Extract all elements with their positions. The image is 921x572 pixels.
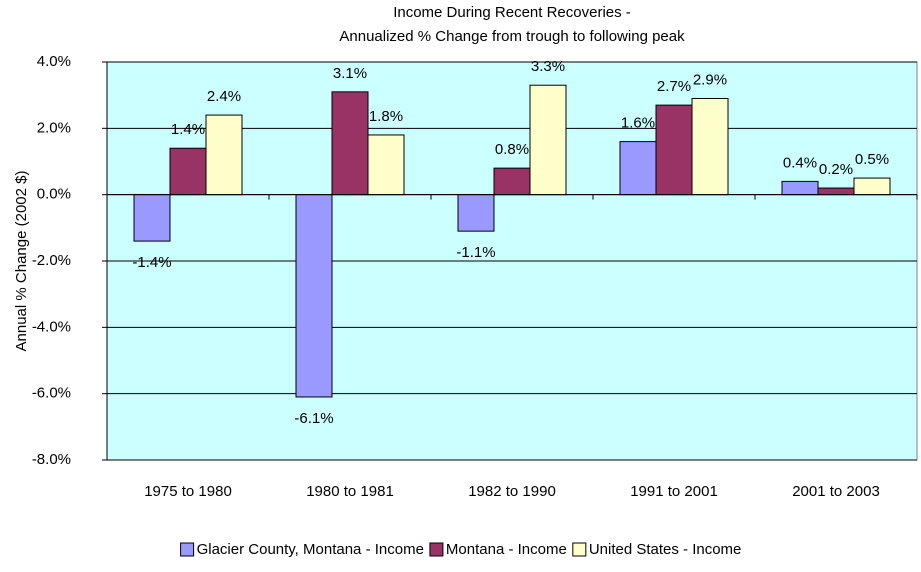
value-label: 1.4% bbox=[171, 121, 205, 138]
x-tick-label: 1991 to 2001 bbox=[630, 483, 718, 500]
value-label: 0.2% bbox=[819, 161, 853, 178]
value-label: 0.5% bbox=[855, 151, 889, 168]
bar bbox=[529, 84, 567, 196]
x-tick-label: 1982 to 1990 bbox=[468, 483, 556, 500]
bar bbox=[331, 91, 369, 196]
bar bbox=[457, 194, 495, 232]
bar bbox=[655, 104, 693, 196]
bar bbox=[295, 194, 333, 398]
value-label: -6.1% bbox=[294, 410, 333, 427]
y-tick-label: 2.0% bbox=[37, 119, 71, 136]
bar bbox=[817, 187, 855, 196]
bar bbox=[781, 180, 819, 196]
legend-label: United States - Income bbox=[589, 541, 742, 558]
legend-swatch bbox=[429, 542, 444, 557]
value-label: 3.1% bbox=[333, 65, 367, 82]
bar bbox=[493, 167, 531, 196]
legend-swatch bbox=[180, 542, 195, 557]
value-label: 2.4% bbox=[207, 88, 241, 105]
y-tick-label: -4.0% bbox=[32, 318, 71, 335]
value-label: -1.4% bbox=[132, 254, 171, 271]
bar bbox=[367, 134, 405, 196]
bar bbox=[691, 97, 729, 196]
legend-swatch bbox=[572, 542, 587, 557]
value-label: -1.1% bbox=[456, 244, 495, 261]
value-label: 1.8% bbox=[369, 108, 403, 125]
chart-title: Income During Recent Recoveries - bbox=[393, 4, 631, 21]
x-tick-label: 1975 to 1980 bbox=[144, 483, 232, 500]
value-label: 2.9% bbox=[693, 71, 727, 88]
legend-label: Glacier County, Montana - Income bbox=[197, 541, 424, 558]
value-label: 1.6% bbox=[621, 115, 655, 132]
chart-title: Annualized % Change from trough to follo… bbox=[339, 28, 685, 45]
value-label: 0.8% bbox=[495, 141, 529, 158]
value-label: 2.7% bbox=[657, 78, 691, 95]
legend-label: Montana - Income bbox=[446, 541, 567, 558]
bar bbox=[853, 177, 891, 196]
y-tick-label: 0.0% bbox=[37, 186, 71, 203]
bar bbox=[169, 147, 207, 196]
value-label: 3.3% bbox=[531, 58, 565, 75]
y-tick-label: -8.0% bbox=[32, 451, 71, 468]
bar bbox=[133, 194, 171, 242]
bar bbox=[619, 141, 657, 196]
x-tick-label: 1980 to 1981 bbox=[306, 483, 394, 500]
value-label: 0.4% bbox=[783, 154, 817, 171]
y-tick-label: -2.0% bbox=[32, 252, 71, 269]
x-tick-label: 2001 to 2003 bbox=[792, 483, 880, 500]
y-tick-label: 4.0% bbox=[37, 53, 71, 70]
y-axis-label: Annual % Change (2002 $) bbox=[13, 171, 30, 352]
bar bbox=[205, 114, 243, 196]
y-tick-label: -6.0% bbox=[32, 385, 71, 402]
